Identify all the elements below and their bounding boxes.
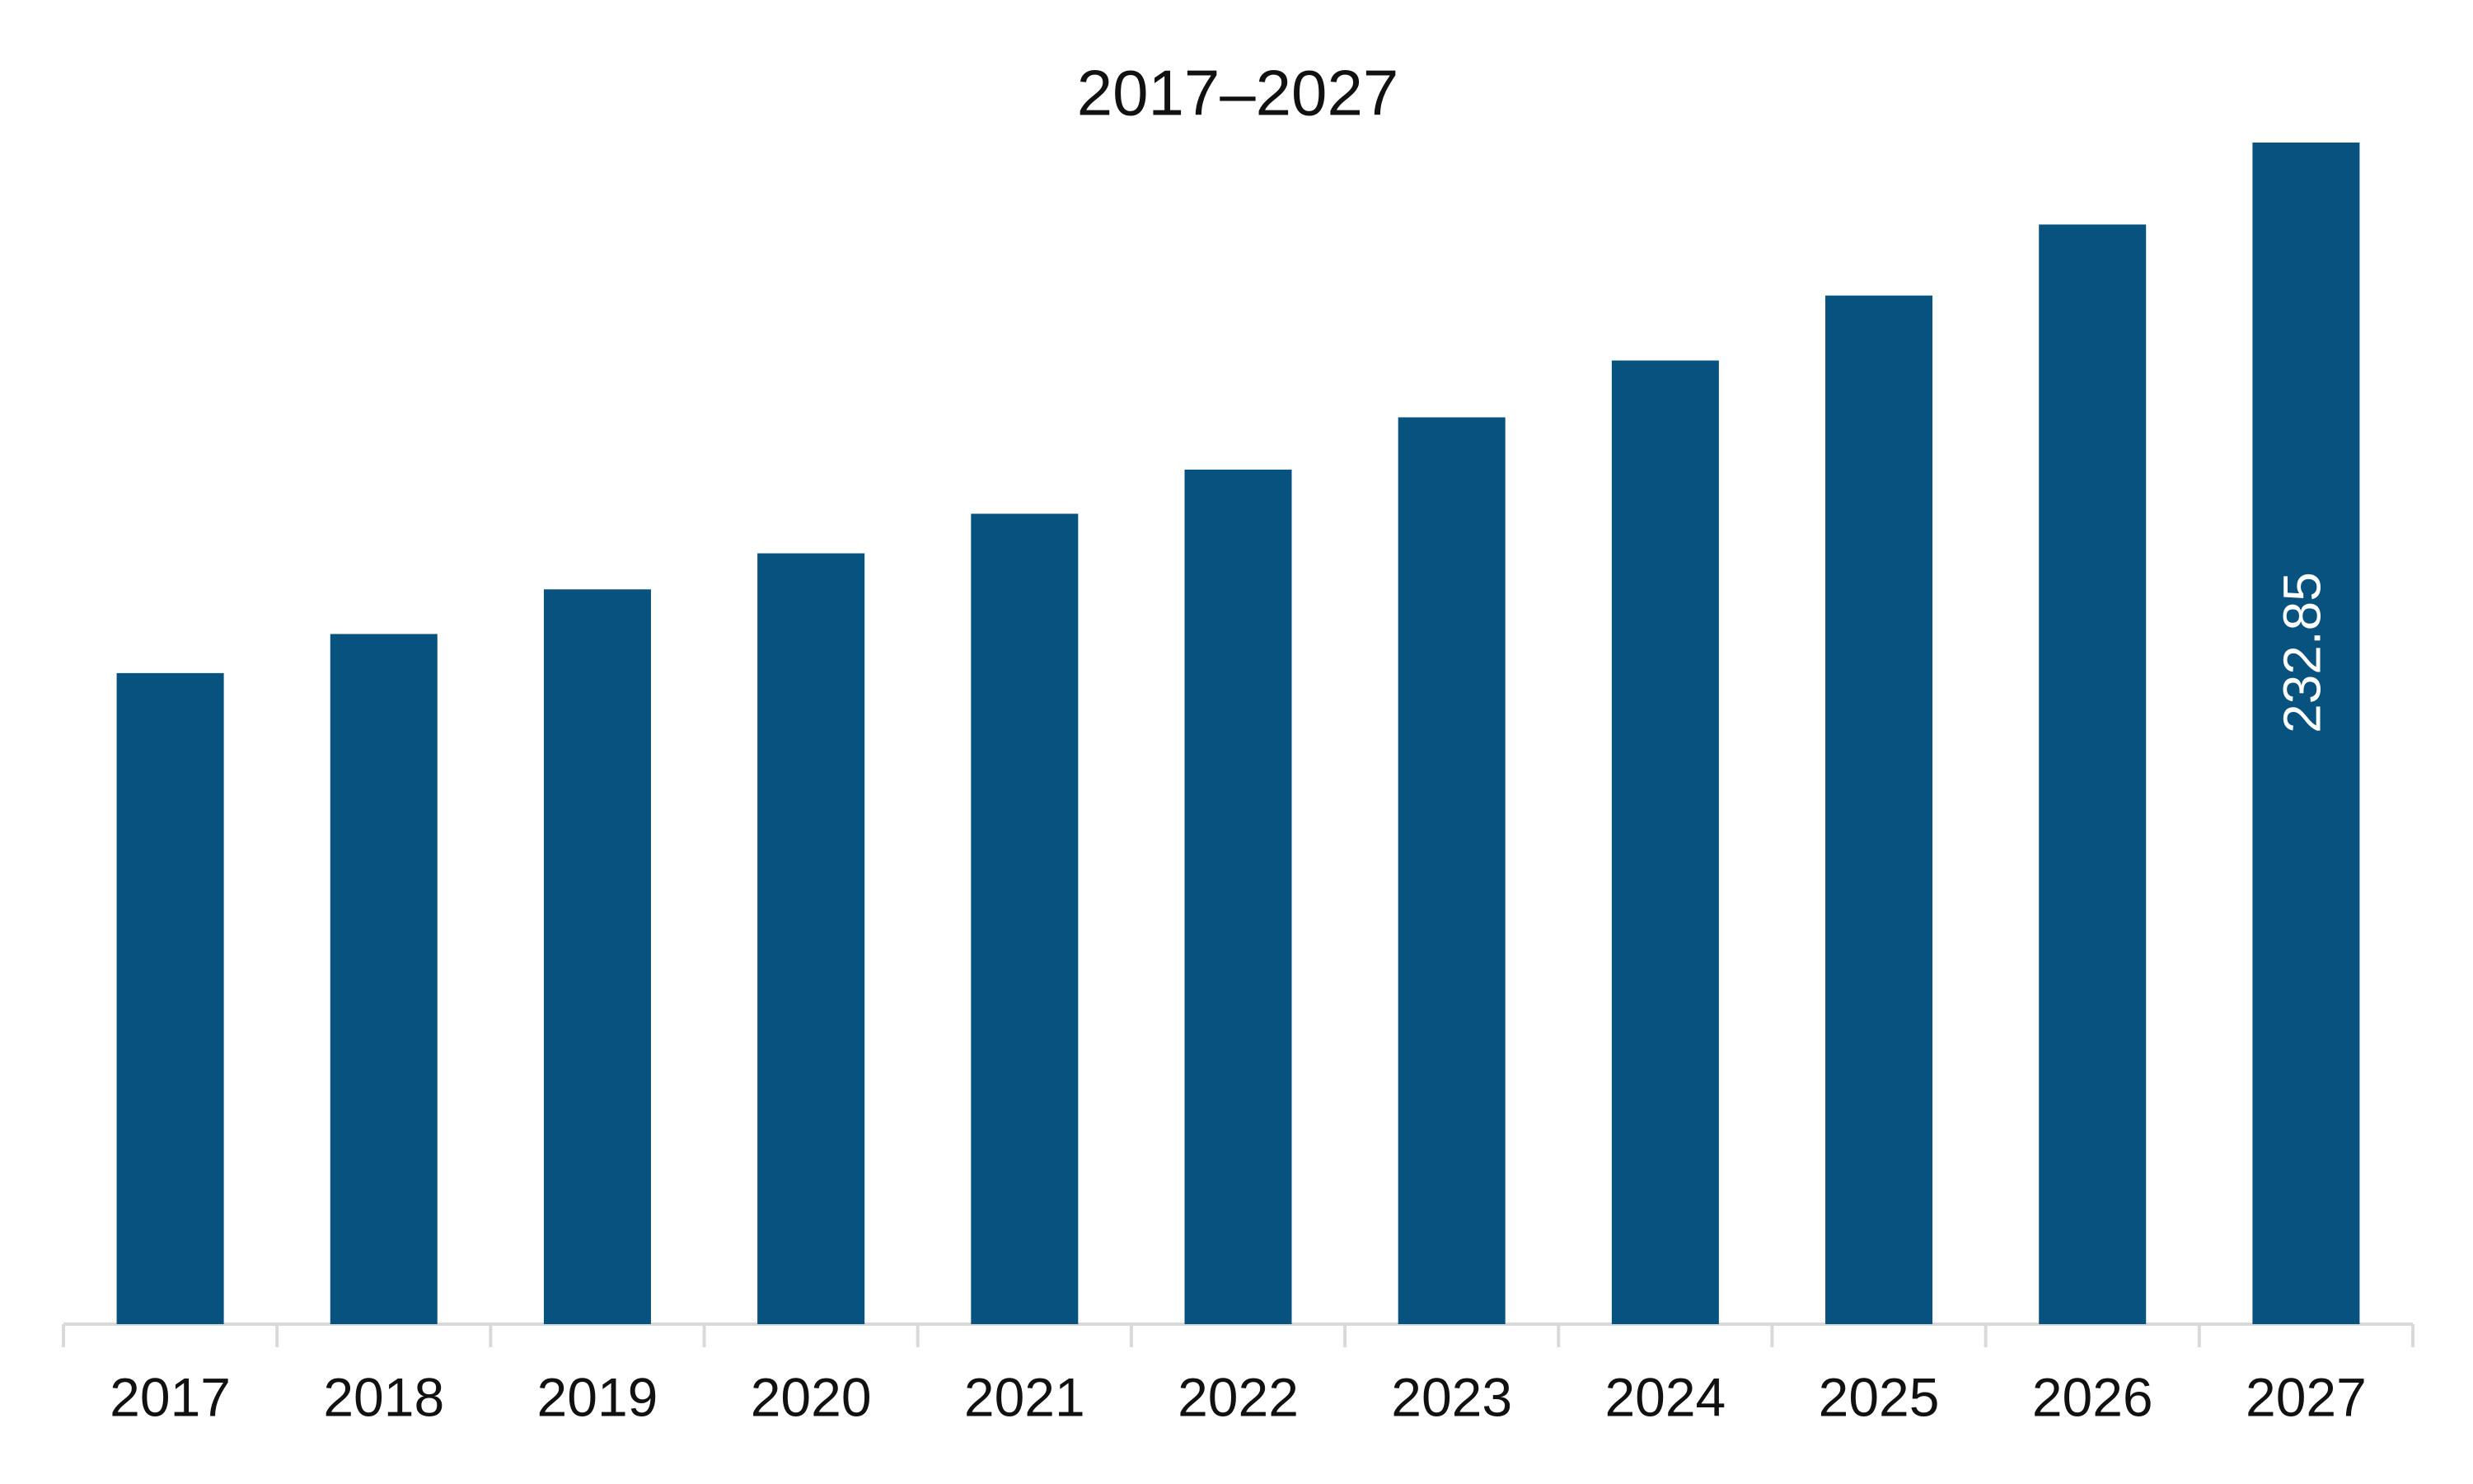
bar — [330, 634, 438, 1324]
x-tick-label: 2017 — [110, 1366, 231, 1427]
x-tick-label: 2024 — [1604, 1366, 1726, 1427]
bar — [1825, 295, 1933, 1324]
x-tick-label: 2020 — [751, 1366, 872, 1427]
bar — [1611, 360, 1719, 1324]
bar — [2252, 143, 2360, 1324]
bar — [2039, 224, 2147, 1324]
x-tick-label: 2027 — [2246, 1366, 2367, 1427]
x-tick-label: 2026 — [2032, 1366, 2153, 1427]
bar — [1398, 417, 1506, 1324]
x-tick-label: 2023 — [1391, 1366, 1512, 1427]
x-tick-label: 2021 — [964, 1366, 1085, 1427]
x-tick-label: 2025 — [1819, 1366, 1940, 1427]
x-tick-label: 2019 — [537, 1366, 658, 1427]
bar — [971, 513, 1079, 1324]
bar — [543, 589, 651, 1324]
bar — [1184, 469, 1292, 1324]
bar — [757, 553, 865, 1324]
x-tick-label: 2018 — [323, 1366, 444, 1427]
x-tick-label: 2022 — [1178, 1366, 1299, 1427]
bar — [116, 672, 224, 1324]
chart-title: 2017–2027 — [1077, 57, 1398, 129]
data-label: 232.85 — [2272, 572, 2331, 733]
